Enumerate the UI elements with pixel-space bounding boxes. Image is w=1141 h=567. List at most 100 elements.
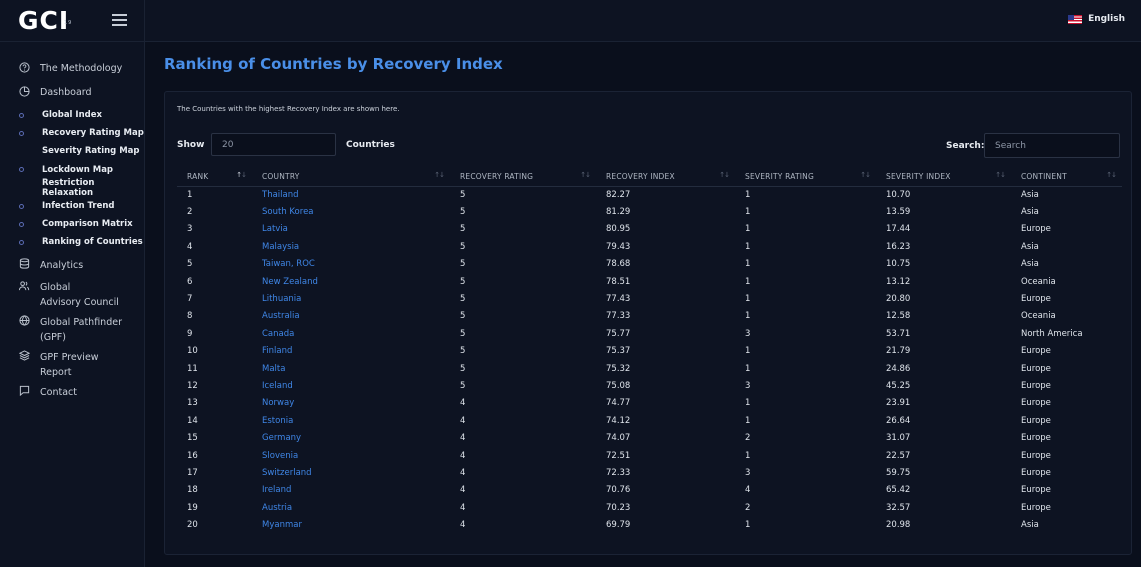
cell-recovery-index: 74.77 bbox=[606, 398, 631, 409]
country-link[interactable]: Latvia bbox=[262, 224, 288, 235]
country-link[interactable]: Iceland bbox=[262, 380, 293, 391]
search-input[interactable] bbox=[984, 133, 1120, 158]
cell-recovery-index: 72.51 bbox=[606, 450, 631, 461]
cell-severity-rating: 1 bbox=[745, 224, 751, 235]
cell-severity-rating: 3 bbox=[745, 380, 751, 391]
cell-rank: 8 bbox=[187, 311, 193, 322]
sort-icon: ↑↓ bbox=[860, 171, 871, 179]
cell-severity-index: 10.70 bbox=[886, 189, 911, 200]
sidebar-item-dashboard[interactable]: Dashboard bbox=[0, 85, 144, 100]
sidebar-subitem-label: Infection Trend bbox=[42, 201, 115, 212]
cell-recovery-index: 81.29 bbox=[606, 207, 631, 218]
menu-toggle-icon[interactable] bbox=[112, 14, 127, 26]
sidebar-item-analytics[interactable]: Analytics bbox=[0, 258, 144, 273]
country-link[interactable]: Myanmar bbox=[262, 520, 302, 531]
cell-severity-index: 59.75 bbox=[886, 467, 911, 478]
sidebar-subitem-ranking-of-countries[interactable]: Ranking of Countries bbox=[0, 233, 144, 251]
country-link[interactable]: Canada bbox=[262, 328, 295, 339]
column-header-country[interactable]: COUNTRY ↑↓ bbox=[252, 167, 450, 187]
cell-severity-rating: 1 bbox=[745, 207, 751, 218]
cell-continent: Oceania bbox=[1021, 276, 1056, 287]
logo[interactable]: GCI 19 bbox=[18, 6, 71, 35]
country-link[interactable]: Taiwan, ROC bbox=[262, 259, 315, 270]
sidebar-item-contact[interactable]: Contact bbox=[0, 385, 144, 400]
sort-icon: ↑↓ bbox=[995, 171, 1006, 179]
country-link[interactable]: Slovenia bbox=[262, 450, 299, 461]
cell-recovery-rating: 5 bbox=[460, 224, 466, 235]
cell-recovery-rating: 4 bbox=[460, 485, 466, 496]
table-row: 2 South Korea 5 81.29 1 13.59 Asia bbox=[177, 203, 1122, 220]
country-link[interactable]: Malta bbox=[262, 363, 286, 374]
cell-severity-index: 26.64 bbox=[886, 415, 911, 426]
table-row: 15 Germany 4 74.07 2 31.07 Europe bbox=[177, 429, 1122, 446]
country-link[interactable]: Malaysia bbox=[262, 241, 300, 252]
cell-severity-rating: 1 bbox=[745, 520, 751, 531]
bullet-icon bbox=[19, 239, 24, 245]
cell-rank: 7 bbox=[187, 294, 193, 305]
cell-severity-index: 24.86 bbox=[886, 363, 911, 374]
cell-severity-index: 22.57 bbox=[886, 450, 911, 461]
cell-recovery-index: 77.33 bbox=[606, 311, 631, 322]
column-header-label: RECOVERY RATING bbox=[460, 171, 534, 181]
country-link[interactable]: Switzerland bbox=[262, 467, 312, 478]
cell-recovery-index: 72.33 bbox=[606, 467, 631, 478]
cell-recovery-rating: 5 bbox=[460, 189, 466, 200]
country-link[interactable]: New Zealand bbox=[262, 276, 318, 287]
users-icon bbox=[18, 280, 30, 292]
sidebar-subitem-lockdown-map[interactable]: Lockdown Map bbox=[0, 161, 144, 179]
sidebar-subitem-global-index[interactable]: Global Index bbox=[0, 106, 144, 124]
cell-severity-rating: 1 bbox=[745, 276, 751, 287]
cell-severity-rating: 1 bbox=[745, 415, 751, 426]
sidebar-subitem-restriction-relaxation[interactable]: Restriction Relaxation bbox=[0, 178, 144, 198]
column-header-severity-rating[interactable]: SEVERITY RATING ↑↓ bbox=[735, 167, 876, 187]
column-header-label: COUNTRY bbox=[262, 171, 300, 181]
country-link[interactable]: Ireland bbox=[262, 485, 292, 496]
column-header-rank[interactable]: RANK ↑↓ bbox=[177, 167, 252, 187]
cell-continent: Oceania bbox=[1021, 311, 1056, 322]
country-link[interactable]: Thailand bbox=[262, 189, 299, 200]
sidebar-item-the-methodology[interactable]: The Methodology bbox=[0, 61, 144, 76]
cell-recovery-rating: 4 bbox=[460, 398, 466, 409]
sidebar-item-global-pathfinder-gpf[interactable]: Global Pathfinder (GPF) bbox=[0, 315, 144, 345]
cell-continent: Europe bbox=[1021, 398, 1051, 409]
sidebar-nav: The Methodology Dashboard Global Index Reco… bbox=[0, 42, 144, 400]
sidebar-subitem-comparison-matrix[interactable]: Comparison Matrix bbox=[0, 215, 144, 233]
cell-rank: 10 bbox=[187, 346, 198, 357]
sidebar-subitem-recovery-rating-map[interactable]: Recovery Rating Map bbox=[0, 124, 144, 142]
column-header-recovery-index[interactable]: RECOVERY INDEX ↑↓ bbox=[596, 167, 735, 187]
sidebar-subitem-severity-rating-map[interactable]: Severity Rating Map bbox=[0, 142, 144, 160]
country-link[interactable]: Austria bbox=[262, 502, 293, 513]
country-link[interactable]: Lithuania bbox=[262, 294, 302, 305]
cell-continent: North America bbox=[1021, 328, 1083, 339]
cell-recovery-index: 69.79 bbox=[606, 520, 631, 531]
cell-severity-index: 13.12 bbox=[886, 276, 911, 287]
cell-severity-rating: 1 bbox=[745, 189, 751, 200]
country-link[interactable]: Germany bbox=[262, 433, 302, 444]
column-header-recovery-rating[interactable]: RECOVERY RATING ↑↓ bbox=[450, 167, 596, 187]
search-label: Search: bbox=[946, 141, 985, 151]
country-link[interactable]: Finland bbox=[262, 346, 293, 357]
cell-recovery-index: 70.23 bbox=[606, 502, 631, 513]
country-link[interactable]: Estonia bbox=[262, 415, 294, 426]
show-label: Show bbox=[177, 140, 205, 150]
show-count-input[interactable] bbox=[211, 133, 336, 156]
language-selector[interactable]: English bbox=[1068, 14, 1125, 24]
cell-recovery-rating: 4 bbox=[460, 433, 466, 444]
cell-rank: 12 bbox=[187, 380, 198, 391]
sidebar-subitem-infection-trend[interactable]: Infection Trend bbox=[0, 197, 144, 215]
cell-continent: Europe bbox=[1021, 294, 1051, 305]
column-header-continent[interactable]: CONTINENT ↑↓ bbox=[1011, 167, 1122, 187]
table-row: 6 New Zealand 5 78.51 1 13.12 Oceania bbox=[177, 273, 1122, 290]
cell-recovery-index: 82.27 bbox=[606, 189, 631, 200]
sidebar-subitem-label: Recovery Rating Map bbox=[42, 128, 144, 139]
country-link[interactable]: South Korea bbox=[262, 207, 314, 218]
cell-rank: 4 bbox=[187, 241, 193, 252]
column-header-severity-index[interactable]: SEVERITY INDEX ↑↓ bbox=[876, 167, 1011, 187]
sidebar-item-gpf-preview-report[interactable]: GPF Preview Report bbox=[0, 350, 144, 380]
cell-rank: 9 bbox=[187, 328, 193, 339]
logo-text: GCI bbox=[18, 6, 70, 35]
country-link[interactable]: Australia bbox=[262, 311, 300, 322]
cell-severity-rating: 3 bbox=[745, 328, 751, 339]
country-link[interactable]: Norway bbox=[262, 398, 295, 409]
sidebar-item-global-advisory-council[interactable]: Global Advisory Council bbox=[0, 280, 144, 310]
